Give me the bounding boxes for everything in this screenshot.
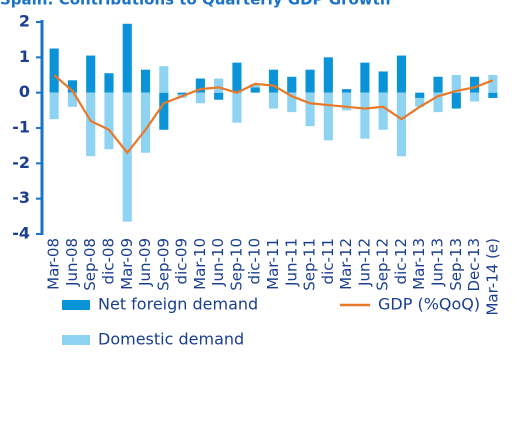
x-tick-label: Mar-13 (410, 238, 428, 290)
bar (140, 69, 151, 93)
bar (122, 23, 132, 93)
bar (232, 62, 242, 93)
bar (323, 57, 333, 93)
x-tick-label: Jun-09 (136, 238, 154, 287)
x-tick-label: dic-10 (246, 238, 264, 284)
x-tick-label: Sep-09 (154, 238, 172, 291)
bar (177, 92, 187, 95)
bar (195, 78, 205, 93)
bar (287, 92, 297, 113)
y-tick-label: -2 (12, 153, 30, 172)
bar (342, 89, 352, 93)
x-tick-label: dic-11 (319, 238, 337, 284)
x-tick-label: Sep-13 (447, 238, 465, 291)
bar (122, 92, 132, 222)
x-tick-label: Jun-11 (282, 238, 300, 287)
bar (140, 92, 151, 153)
bar (396, 55, 407, 93)
x-tick-label: Jun-10 (209, 238, 227, 287)
bar (433, 76, 443, 93)
x-tick-label: Sep-10 (227, 238, 245, 291)
x-tick-label: Mar-08 (45, 238, 63, 290)
bar (250, 83, 260, 88)
x-tick-label: Mar-09 (118, 238, 136, 290)
x-tick-label: dic-12 (392, 238, 410, 284)
x-tick-label: Jun-13 (429, 238, 447, 287)
x-tick-label: Mar-12 (337, 238, 355, 290)
bar (104, 92, 114, 150)
legend-label: GDP (%QoQ) (378, 295, 480, 314)
bar (86, 92, 96, 157)
x-tick-label: Jun-12 (355, 238, 373, 287)
bar (451, 75, 461, 93)
bar (232, 92, 242, 123)
bar (67, 80, 77, 93)
y-tick-label: -4 (12, 224, 30, 243)
x-tick-label: Sep-11 (301, 238, 319, 291)
y-tick-label: -3 (12, 188, 30, 207)
bar (415, 97, 425, 107)
x-tick-label: Sep-08 (81, 238, 99, 291)
bar (305, 92, 315, 127)
bar (415, 92, 425, 98)
x-tick-label: Mar-10 (191, 238, 209, 290)
x-tick-label: dic-08 (99, 238, 117, 284)
y-tick-label: 0 (19, 82, 30, 101)
chart-title: Spain: Contributions to Quarterly GDP Gr… (0, 0, 391, 9)
bar (49, 48, 59, 93)
y-tick-label: -1 (12, 118, 30, 137)
bar (159, 92, 169, 130)
x-tick-label: dic-09 (173, 238, 191, 284)
x-tick-label: Jun-08 (63, 238, 81, 287)
legend-label: Domestic demand (98, 330, 244, 349)
bar (159, 66, 169, 93)
x-tick-label: Mar-14 (e) (483, 238, 501, 316)
bar (67, 92, 77, 107)
bar (104, 73, 114, 93)
bar (360, 62, 370, 93)
bar (488, 92, 498, 98)
bar (396, 92, 407, 157)
x-tick-label: Sep-12 (374, 238, 392, 291)
bar (214, 92, 224, 100)
bar (86, 55, 96, 93)
bar (342, 92, 352, 111)
bar (378, 92, 388, 130)
bar (49, 92, 59, 120)
y-tick-label: 2 (19, 12, 30, 31)
bar (268, 69, 279, 93)
bar (378, 71, 388, 93)
legend-swatch (62, 335, 90, 345)
bar (323, 92, 333, 141)
bar (287, 76, 297, 93)
bar (433, 92, 443, 113)
bar (214, 78, 224, 93)
bar (195, 92, 205, 104)
bar (305, 69, 315, 93)
bar (470, 76, 480, 93)
bar (360, 92, 370, 139)
x-tick-label: Mar-11 (264, 238, 282, 290)
bar (250, 87, 260, 93)
line (53, 74, 494, 155)
bar (268, 92, 279, 109)
x-tick-label: Dec-13 (465, 238, 483, 292)
legend-label: Net foreign demand (98, 295, 258, 314)
legend-swatch (62, 300, 90, 310)
y-tick-label: 1 (19, 47, 30, 66)
bar (451, 92, 461, 109)
bar (488, 75, 498, 93)
bar (470, 92, 480, 102)
